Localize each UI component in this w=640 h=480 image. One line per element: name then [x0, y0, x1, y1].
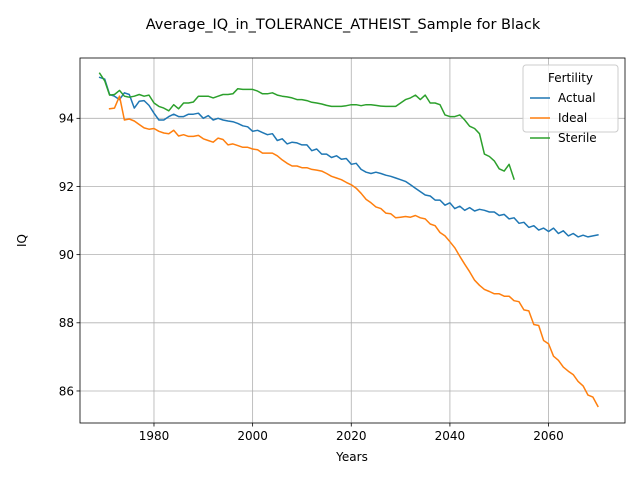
x-tick-label: 2040	[435, 429, 466, 443]
legend-title: Fertility	[548, 71, 593, 85]
legend-items: Actual Ideal Sterile	[530, 91, 597, 145]
x-tick-label: 1980	[139, 429, 170, 443]
y-axis-label: IQ	[15, 234, 29, 247]
y-tick-label: 90	[59, 248, 74, 262]
series-line-sterile	[98, 72, 515, 180]
series-line-actual	[98, 76, 599, 238]
series-layer	[98, 72, 599, 408]
legend-box	[522, 64, 619, 133]
y-tick-label: 86	[59, 384, 74, 398]
y-tick-label: 94	[59, 112, 74, 126]
plot-frame	[79, 57, 626, 424]
legend: Fertility Actual Ideal Sterile	[522, 64, 619, 145]
x-tick-label: 2000	[237, 429, 268, 443]
legend-label-actual: Actual	[558, 91, 596, 105]
x-axis-label: Years	[335, 450, 368, 464]
legend-label-ideal: Ideal	[558, 111, 587, 125]
x-axis: 1980 2000 2020 2040 2060	[139, 423, 564, 443]
y-axis: 86 88 90 92 94	[59, 112, 80, 398]
series-line-ideal	[108, 95, 599, 408]
y-tick-label: 88	[59, 316, 74, 330]
legend-label-sterile: Sterile	[558, 131, 597, 145]
x-tick-label: 2060	[533, 429, 564, 443]
x-tick-label: 2020	[336, 429, 367, 443]
chart-title: Average_IQ_in_TOLERANCE_ATHEIST_Sample f…	[146, 17, 541, 33]
y-tick-label: 92	[59, 180, 74, 194]
